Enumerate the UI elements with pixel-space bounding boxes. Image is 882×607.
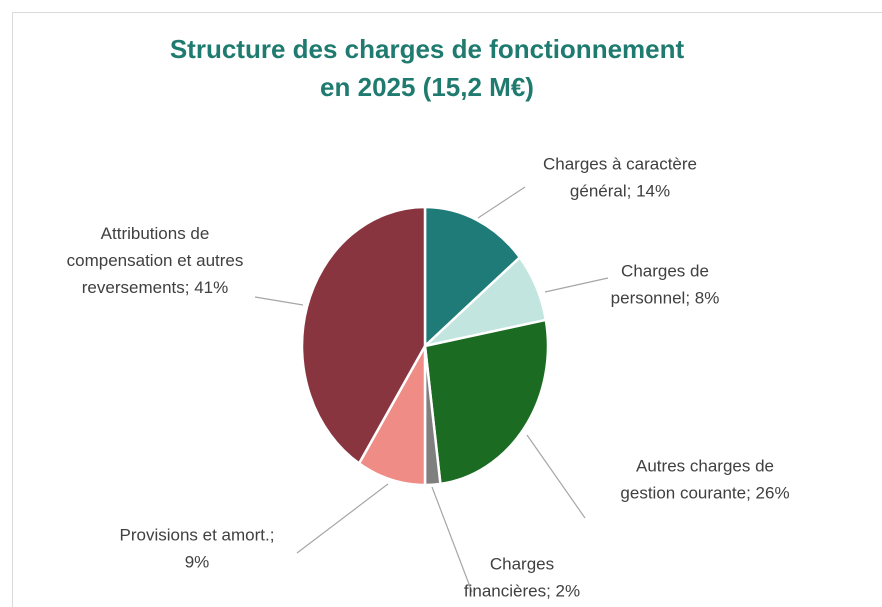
leader-line: [477, 186, 526, 219]
data-label: Charges financières; 2%: [464, 555, 580, 601]
leader-line: [526, 434, 586, 519]
leader-line: [296, 483, 389, 554]
pie-slice: [300, 205, 427, 466]
leader-line: [544, 277, 609, 293]
data-label: Autres charges de gestion courante; 26%: [620, 457, 789, 503]
leader-line: [431, 486, 473, 593]
pie-slice: [423, 318, 550, 486]
data-label: Charges à caractère général; 14%: [543, 155, 697, 201]
data-label: Charges de personnel; 8%: [611, 262, 720, 308]
pie-slice: [423, 205, 522, 349]
data-label: Provisions et amort.; 9%: [120, 526, 275, 572]
data-label: Attributions de compensation et autres rev…: [67, 224, 244, 297]
pie-slice: [357, 341, 427, 487]
chart-title: Structure des charges de fonctionnement e…: [170, 34, 685, 102]
leader-line: [254, 296, 304, 306]
